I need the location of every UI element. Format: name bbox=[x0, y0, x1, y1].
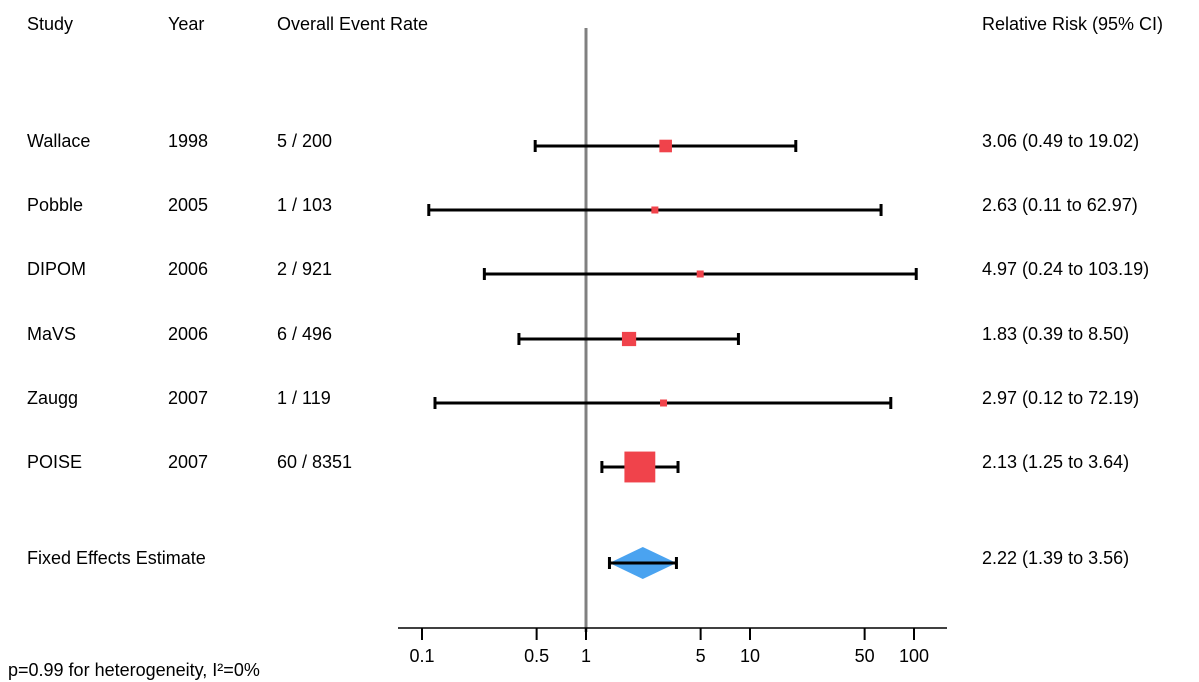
study-name: DIPOM bbox=[27, 259, 87, 279]
study-marker bbox=[659, 139, 672, 153]
study-year: 2007 bbox=[168, 388, 209, 408]
study-name: Pobble bbox=[27, 195, 84, 215]
study-marker bbox=[651, 206, 659, 214]
summary-label: Fixed Effects Estimate bbox=[27, 548, 206, 568]
summary-relative-risk: 2.22 (1.39 to 3.56) bbox=[982, 548, 1130, 568]
study-name: MaVS bbox=[27, 324, 77, 344]
x-tick-label: 0.1 bbox=[409, 646, 434, 666]
study-relative-risk: 2.13 (1.25 to 3.64) bbox=[982, 452, 1130, 472]
x-tick-label: 100 bbox=[899, 646, 929, 666]
study-name: Zaugg bbox=[27, 388, 79, 408]
study-event-rate: 5 / 200 bbox=[277, 131, 333, 151]
study-relative-risk: 2.97 (0.12 to 72.19) bbox=[982, 388, 1140, 408]
study-name: Wallace bbox=[27, 131, 91, 151]
study-marker bbox=[624, 451, 656, 483]
x-tick-label: 5 bbox=[696, 646, 706, 666]
heterogeneity-note: p=0.99 for heterogeneity, I²=0% bbox=[8, 660, 260, 680]
study-event-rate: 1 / 103 bbox=[277, 195, 333, 215]
study-marker bbox=[696, 270, 704, 278]
study-year: 2006 bbox=[168, 324, 209, 344]
study-year: 2007 bbox=[168, 452, 209, 472]
study-relative-risk: 3.06 (0.49 to 19.02) bbox=[982, 131, 1140, 151]
study-year: 2005 bbox=[168, 195, 209, 215]
study-event-rate: 2 / 921 bbox=[277, 259, 333, 279]
header-relative-risk: Relative Risk (95% CI) bbox=[982, 14, 1164, 34]
study-event-rate: 60 / 8351 bbox=[277, 452, 353, 472]
study-marker bbox=[660, 399, 668, 407]
header-year: Year bbox=[168, 14, 205, 34]
study-relative-risk: 2.63 (0.11 to 62.97) bbox=[982, 195, 1138, 215]
study-event-rate: 1 / 119 bbox=[277, 388, 331, 408]
x-tick-label: 10 bbox=[740, 646, 760, 666]
header-study: Study bbox=[27, 14, 74, 34]
study-relative-risk: 1.83 (0.39 to 8.50) bbox=[982, 324, 1130, 344]
header-event-rate: Overall Event Rate bbox=[277, 14, 429, 34]
study-year: 2006 bbox=[168, 259, 209, 279]
study-name: POISE bbox=[27, 452, 83, 472]
study-year: 1998 bbox=[168, 131, 209, 151]
x-tick-label: 0.5 bbox=[524, 646, 549, 666]
x-tick-label: 1 bbox=[581, 646, 591, 666]
study-relative-risk: 4.97 (0.24 to 103.19) bbox=[982, 259, 1150, 279]
x-tick-label: 50 bbox=[855, 646, 875, 666]
study-event-rate: 6 / 496 bbox=[277, 324, 333, 344]
study-marker bbox=[621, 331, 637, 347]
